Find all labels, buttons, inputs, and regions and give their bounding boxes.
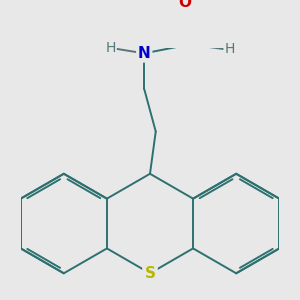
Text: H: H [224, 42, 235, 56]
Text: O: O [178, 0, 192, 10]
Text: S: S [145, 266, 155, 281]
Text: N: N [138, 46, 151, 61]
Text: H: H [105, 41, 116, 56]
